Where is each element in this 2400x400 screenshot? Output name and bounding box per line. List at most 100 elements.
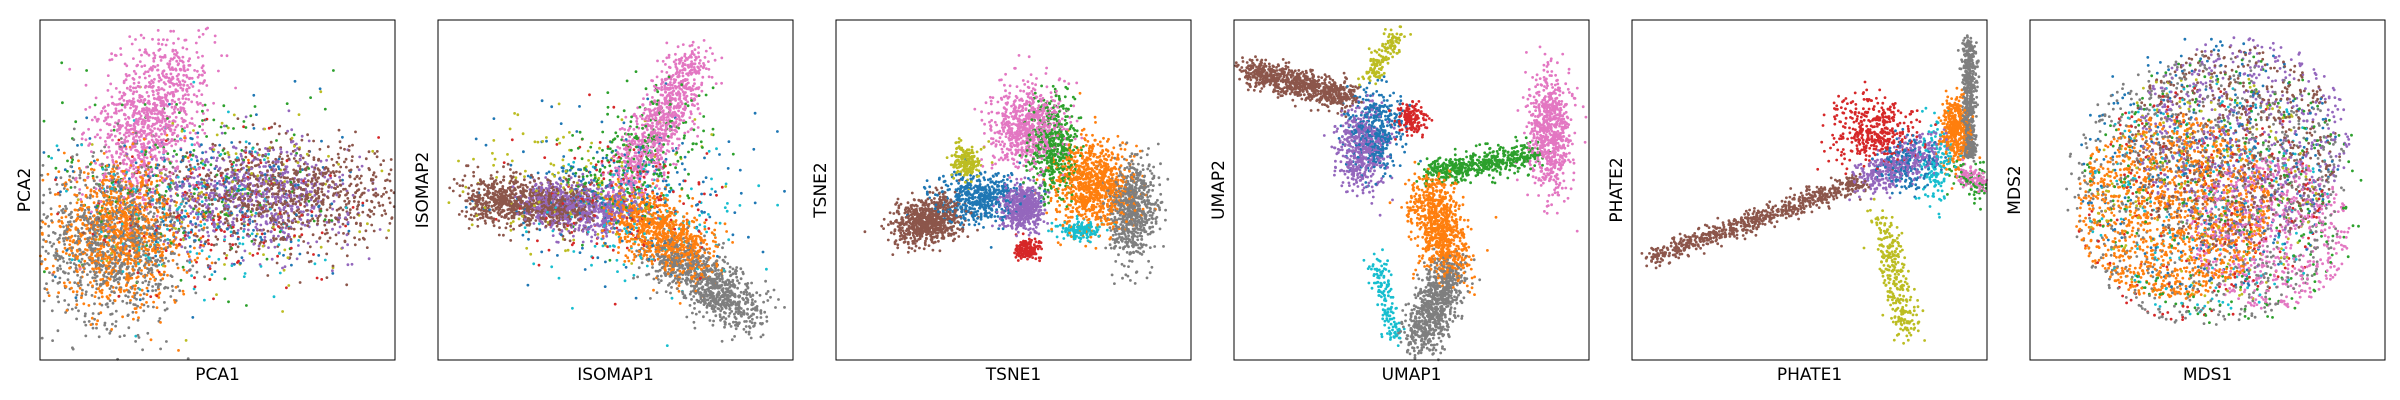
scatter-point-red — [201, 166, 205, 170]
scatter-point-pink — [169, 72, 173, 76]
scatter-point-pink — [192, 93, 196, 97]
scatter-point-cyan — [190, 274, 194, 278]
scatter-point-pink — [163, 54, 167, 57]
scatter-point-purple — [206, 230, 210, 234]
scatter-point-green — [319, 209, 323, 213]
scatter-point-blue — [277, 165, 280, 169]
scatter-point-gray — [163, 238, 167, 242]
scatter-point-purple — [200, 210, 204, 214]
scatter-point-brown — [259, 212, 263, 216]
scatter-point-orange — [77, 159, 80, 163]
scatter-point-pink — [135, 179, 139, 183]
scatter-point-pink — [170, 78, 174, 81]
scatter-point-cyan — [277, 243, 281, 247]
scatter-point-orange — [157, 296, 161, 299]
scatter-point-purple — [338, 225, 342, 229]
scatter-point-brown — [348, 169, 351, 173]
scatter-point-brown — [343, 147, 346, 151]
scatter-point-gray — [48, 187, 51, 191]
scatter-point-orange — [132, 259, 136, 263]
scatter-point-pink — [168, 59, 172, 63]
scatter-point-brown — [253, 164, 257, 168]
scatter-point-gray — [173, 221, 177, 224]
scatter-point-pink — [155, 214, 159, 218]
scatter-point-brown — [370, 199, 373, 203]
scatter-point-green — [240, 149, 244, 152]
scatter-point-purple — [285, 196, 289, 200]
scatter-point-gray — [151, 263, 155, 267]
scatter-point-brown — [325, 252, 329, 256]
scatter-point-gray — [172, 182, 176, 186]
scatter-point-orange — [41, 220, 45, 224]
scatter-point-red — [377, 136, 380, 139]
scatter-point-cyan — [267, 152, 270, 156]
scatter-point-blue — [189, 220, 193, 223]
scatter-point-brown — [388, 222, 392, 225]
scatter-point-brown — [361, 210, 365, 214]
scatter-point-purple — [310, 165, 314, 169]
scatter-point-pink — [133, 125, 137, 129]
scatter-point-gray — [126, 314, 130, 317]
scatter-point-brown — [365, 246, 369, 250]
scatter-point-orange — [119, 217, 123, 220]
scatter-point-green — [249, 210, 253, 214]
scatter-point-blue — [293, 79, 297, 83]
scatter-point-pink — [143, 162, 147, 166]
scatter-point-red — [209, 248, 213, 252]
scatter-point-brown — [303, 168, 307, 171]
scatter-point-red — [278, 212, 282, 215]
scatter-point-pink — [138, 96, 142, 99]
scatter-point-orange — [123, 210, 127, 214]
scatter-point-red — [210, 243, 214, 247]
scatter-point-orange — [94, 291, 98, 294]
scatter-point-brown — [321, 171, 325, 175]
scatter-point-purple — [150, 157, 154, 161]
scatter-point-blue — [226, 227, 229, 231]
scatter-point-purple — [281, 172, 285, 176]
scatter-point-brown — [326, 231, 329, 235]
scatter-point-gray — [158, 205, 162, 209]
scatter-point-purple — [341, 182, 345, 186]
scatter-point-pink — [197, 167, 201, 171]
scatter-point-gray — [105, 327, 109, 331]
scatter-point-pink — [96, 133, 99, 137]
scatter-point-pink — [175, 74, 179, 78]
scatter-point-purple — [264, 161, 268, 165]
scatter-point-gray — [117, 210, 121, 214]
scatter-point-purple — [360, 164, 364, 168]
scatter-point-blue — [201, 151, 205, 155]
scatter-point-brown — [346, 197, 350, 200]
scatter-point-brown — [271, 161, 275, 165]
scatter-point-pink — [124, 117, 127, 121]
scatter-point-orange — [163, 270, 166, 274]
scatter-point-brown — [275, 261, 279, 265]
scatter-point-purple — [186, 175, 190, 178]
scatter-point-purple — [186, 234, 190, 238]
scatter-point-gray — [123, 242, 127, 245]
scatter-point-gray — [150, 268, 154, 272]
scatter-point-pink — [132, 122, 136, 126]
scatter-point-gray — [151, 289, 155, 293]
scatter-point-green — [175, 153, 179, 156]
scatter-point-purple — [263, 235, 267, 239]
scatter-point-brown — [195, 234, 199, 238]
scatter-point-brown — [348, 211, 352, 215]
scatter-point-gray — [78, 280, 82, 284]
scatter-point-gray — [84, 323, 88, 327]
scatter-point-brown — [227, 193, 230, 197]
scatter-point-brown — [354, 130, 357, 134]
scatter-point-purple — [248, 219, 252, 223]
scatter-point-gray — [73, 234, 77, 238]
scatter-point-pink — [134, 140, 138, 144]
scatter-point-brown — [273, 218, 277, 222]
scatter-point-gray — [89, 270, 92, 274]
scatter-point-brown — [216, 237, 220, 241]
scatter-point-gray — [89, 194, 92, 198]
scatter-point-orange — [85, 186, 89, 190]
scatter-point-brown — [374, 194, 378, 198]
scatter-point-purple — [191, 223, 194, 227]
scatter-point-pink — [162, 81, 166, 84]
scatter-point-pink — [156, 91, 160, 95]
scatter-point-orange — [90, 167, 93, 171]
scatter-point-brown — [321, 203, 325, 206]
